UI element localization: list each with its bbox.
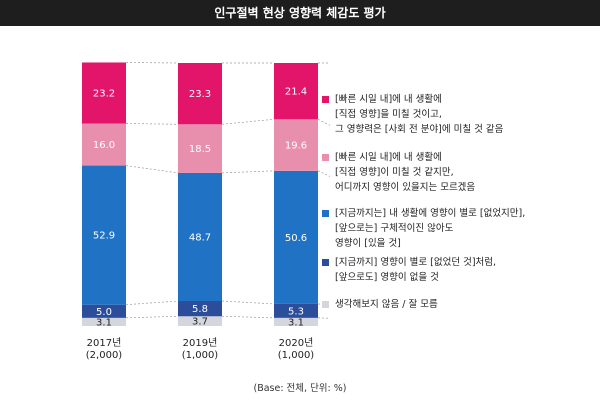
bar-segment	[274, 63, 318, 120]
connector-line	[125, 123, 179, 125]
connector-line	[317, 118, 330, 126]
category-label: 2019년	[183, 337, 218, 349]
legend-label: 생각해보지 않음 / 잘 모름	[335, 299, 438, 310]
connector-line	[125, 300, 179, 306]
legend-swatch	[322, 96, 329, 103]
bar-segment	[178, 172, 222, 302]
bar-segment	[274, 119, 318, 171]
bar-segment	[178, 63, 222, 125]
category-label: (1,000)	[182, 350, 219, 361]
bar-segment	[82, 304, 126, 318]
data-label: 3.7	[192, 317, 208, 328]
data-label: 50.6	[285, 233, 307, 244]
data-label: 48.7	[189, 232, 211, 243]
legend-item: [빠른 시일 내]에 내 생활에 [직접 영향]을 미칠 것이고, 그 영향력은…	[322, 92, 503, 137]
legend-swatch	[322, 301, 329, 308]
bar-segment	[82, 123, 126, 166]
footnote: (Base: 전체, 단위: %)	[253, 383, 347, 394]
legend-swatch	[322, 154, 329, 161]
data-label: 23.3	[189, 89, 211, 100]
data-label: 3.1	[288, 317, 304, 328]
bar-segment	[82, 317, 126, 326]
legend-swatch	[322, 210, 329, 217]
bar-segment	[274, 317, 318, 326]
connector-line	[317, 317, 330, 319]
legend-label: [빠른 시일 내]에 내 생활에 [직접 영향]이 미칠 것 같지만, 어디까지…	[335, 152, 476, 193]
data-label: 3.1	[96, 317, 112, 328]
category-label: 2017년	[87, 337, 122, 349]
legend-swatch	[322, 259, 329, 266]
data-label: 23.2	[93, 88, 115, 99]
category-label: (1,000)	[278, 350, 315, 361]
legend-label: [지금까지] 영향이 별로 [없었던 것]처럼, [앞으로도] 영향이 없을 것	[335, 257, 497, 283]
connector-line	[221, 315, 275, 319]
legend-item: [지금까지] 영향이 별로 [없었던 것]처럼, [앞으로도] 영향이 없을 것	[322, 255, 496, 285]
connector-line	[221, 300, 275, 305]
connector-line	[221, 170, 275, 174]
bar-segment	[178, 124, 222, 173]
bar-segment	[274, 303, 318, 318]
connector-line	[221, 118, 275, 125]
data-label: 18.5	[189, 144, 211, 155]
legend-item: [지금까지는] 내 생활에 영향이 별로 [없었지만], [앞으로는] 구체적이…	[322, 206, 525, 251]
bar-segment	[82, 62, 126, 124]
bar-segment	[178, 301, 222, 317]
data-label: 16.0	[93, 140, 115, 151]
category-label: (2,000)	[86, 350, 123, 361]
data-label: 21.4	[285, 87, 307, 98]
legend-label: [지금까지는] 내 생활에 영향이 별로 [없었지만], [앞으로는] 구체적이…	[335, 208, 526, 249]
connector-line	[125, 315, 179, 319]
category-label: 2020년	[279, 337, 314, 349]
connector-line	[125, 62, 179, 64]
stacked-bar-chart: 3.15.052.916.023.22017년(2,000)3.75.848.7…	[82, 62, 330, 361]
bar-segment	[82, 165, 126, 305]
legend-label: [빠른 시일 내]에 내 생활에 [직접 영향]을 미칠 것이고, 그 영향력은…	[335, 94, 504, 135]
connector-line	[125, 165, 179, 174]
data-label: 5.8	[192, 304, 208, 315]
legend-item: 생각해보지 않음 / 잘 모름	[322, 297, 438, 312]
data-label: 19.6	[285, 141, 307, 152]
bar-segment	[274, 170, 318, 304]
data-label: 52.9	[93, 231, 115, 242]
data-label: 5.3	[288, 306, 304, 317]
bar-segment	[178, 316, 222, 326]
data-label: 5.0	[96, 307, 112, 318]
chart-title: 인구절벽 현상 영향력 체감도 평가	[0, 0, 600, 26]
connector-line	[317, 170, 330, 177]
legend-item: [빠른 시일 내]에 내 생활에 [직접 영향]이 미칠 것 같지만, 어디까지…	[322, 150, 475, 195]
